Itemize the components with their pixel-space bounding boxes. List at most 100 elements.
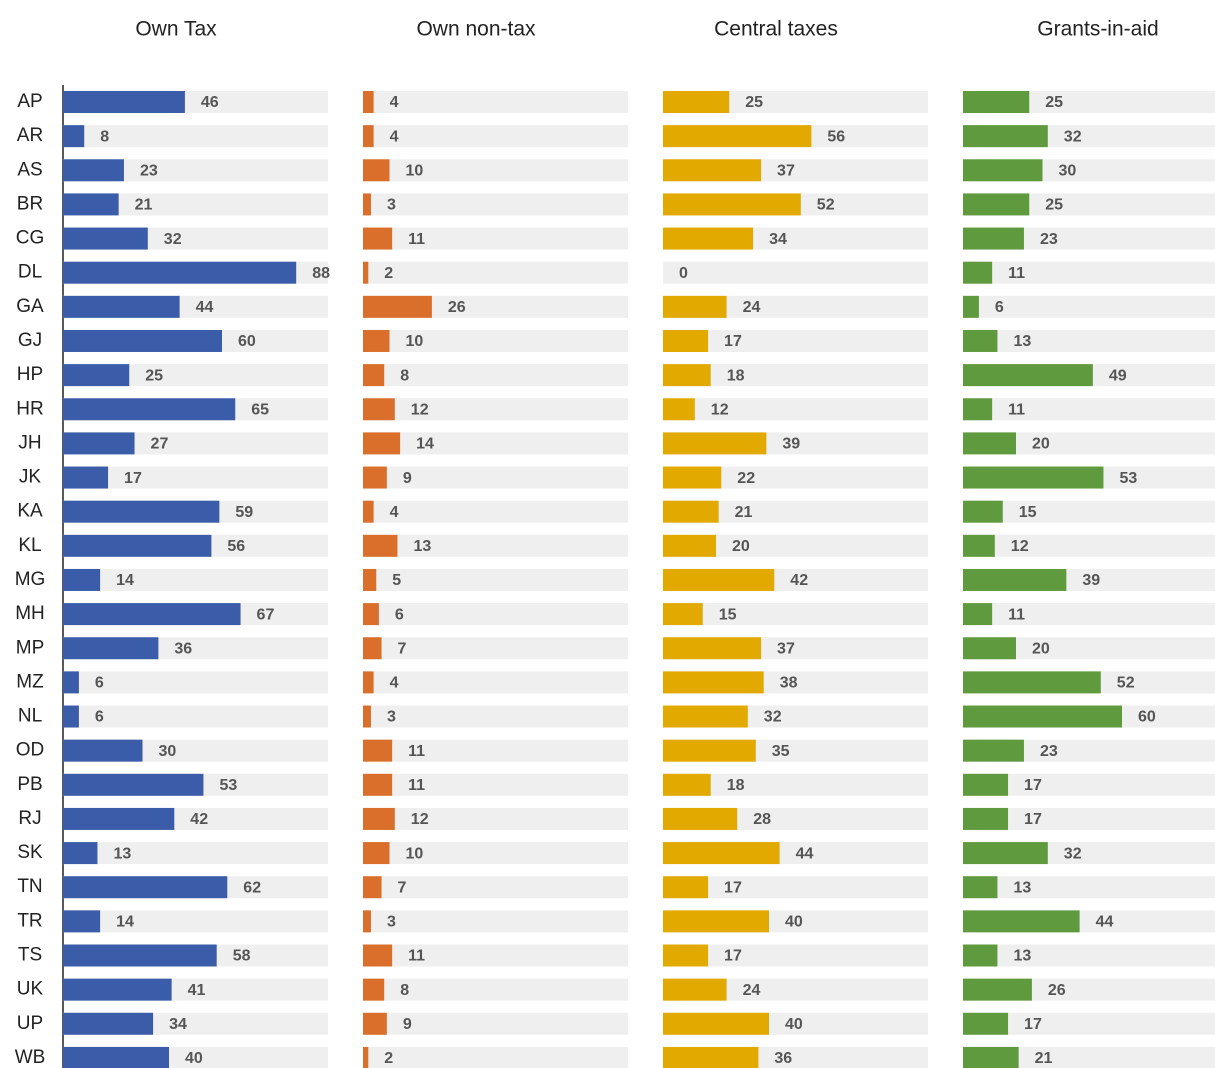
bar-background — [663, 603, 928, 626]
value-label: 53 — [219, 777, 237, 794]
value-label: 40 — [185, 1050, 203, 1067]
category-label: MZ — [16, 671, 44, 692]
bar — [363, 876, 382, 899]
bar-background — [63, 671, 328, 694]
value-label: 14 — [416, 436, 434, 453]
bar-background — [363, 1046, 628, 1068]
bar-background — [663, 261, 928, 284]
bar — [963, 705, 1122, 728]
bar — [963, 978, 1032, 1001]
bar-background — [663, 534, 928, 557]
value-label: 18 — [727, 367, 745, 384]
bar-background — [63, 705, 328, 728]
bar-background — [663, 944, 928, 967]
bar — [663, 637, 762, 660]
value-label: 34 — [769, 231, 787, 248]
value-label: 62 — [243, 879, 261, 896]
bar — [663, 1012, 769, 1035]
value-label: 12 — [411, 401, 429, 418]
value-label: 39 — [782, 436, 800, 453]
value-label: 12 — [711, 401, 729, 418]
bar-background — [963, 261, 1215, 284]
value-label: 52 — [817, 197, 835, 214]
bar — [363, 1046, 369, 1068]
value-label: 0 — [679, 265, 688, 282]
bar-background — [363, 807, 628, 830]
bar — [663, 705, 748, 728]
value-label: 56 — [827, 128, 845, 145]
bar — [963, 876, 998, 899]
bar — [363, 807, 395, 830]
category-label: HP — [17, 364, 43, 385]
bar — [663, 466, 722, 489]
value-label: 6 — [995, 299, 1004, 316]
bar — [663, 500, 719, 523]
value-label: 25 — [145, 367, 163, 384]
value-label: 13 — [1013, 333, 1031, 350]
value-label: 39 — [1082, 572, 1100, 589]
value-label: 60 — [1138, 709, 1156, 726]
category-label: MP — [16, 637, 45, 658]
category-label: AR — [17, 125, 43, 146]
bar-background — [63, 159, 328, 182]
value-label: 21 — [735, 504, 753, 521]
bar-background — [963, 1012, 1215, 1035]
value-label: 12 — [411, 811, 429, 828]
value-label: 59 — [235, 504, 253, 521]
bar — [363, 364, 385, 387]
value-label: 67 — [257, 606, 275, 623]
value-label: 24 — [743, 299, 761, 316]
category-label: GJ — [18, 330, 42, 351]
category-label: NL — [18, 706, 42, 727]
value-label: 17 — [724, 333, 742, 350]
panel-title: Central taxes — [714, 18, 838, 41]
bar-background — [963, 739, 1215, 762]
value-label: 26 — [448, 299, 466, 316]
value-label: 38 — [780, 675, 798, 692]
bar-background — [963, 773, 1215, 796]
value-label: 42 — [790, 572, 808, 589]
bar — [663, 739, 756, 762]
value-label: 7 — [398, 879, 407, 896]
value-label: 32 — [164, 231, 182, 248]
bar-background — [663, 295, 928, 318]
category-label: AP — [17, 91, 42, 112]
bar-background — [363, 637, 628, 660]
value-label: 10 — [406, 162, 424, 179]
bar — [963, 364, 1093, 387]
bar-background — [963, 500, 1215, 523]
value-label: 7 — [398, 640, 407, 657]
bar-background — [963, 398, 1215, 421]
value-label: 32 — [1064, 128, 1082, 145]
bar — [963, 295, 979, 318]
value-label: 15 — [1019, 504, 1037, 521]
bar — [963, 329, 998, 352]
bar — [63, 227, 148, 250]
bar — [663, 773, 711, 796]
value-label: 30 — [159, 743, 177, 760]
bar — [63, 125, 85, 148]
bar-background — [63, 910, 328, 933]
category-label: WB — [15, 1047, 46, 1068]
value-label: 30 — [1059, 162, 1077, 179]
bar — [663, 603, 703, 626]
bar — [63, 466, 109, 489]
value-label: 36 — [174, 640, 192, 657]
bar-background — [663, 364, 928, 387]
bar — [363, 910, 371, 933]
bar — [963, 398, 993, 421]
bar — [363, 193, 371, 216]
bar — [663, 295, 727, 318]
bar-background — [963, 1046, 1215, 1068]
value-label: 8 — [400, 982, 409, 999]
category-label: JH — [18, 432, 41, 453]
value-label: 11 — [1008, 401, 1025, 418]
value-label: 28 — [753, 811, 771, 828]
bar — [63, 637, 159, 660]
value-label: 12 — [1011, 538, 1029, 555]
bar-background — [63, 466, 328, 489]
bar — [963, 159, 1043, 182]
value-label: 11 — [408, 777, 425, 794]
category-label: TR — [17, 910, 42, 931]
bar — [63, 295, 180, 318]
